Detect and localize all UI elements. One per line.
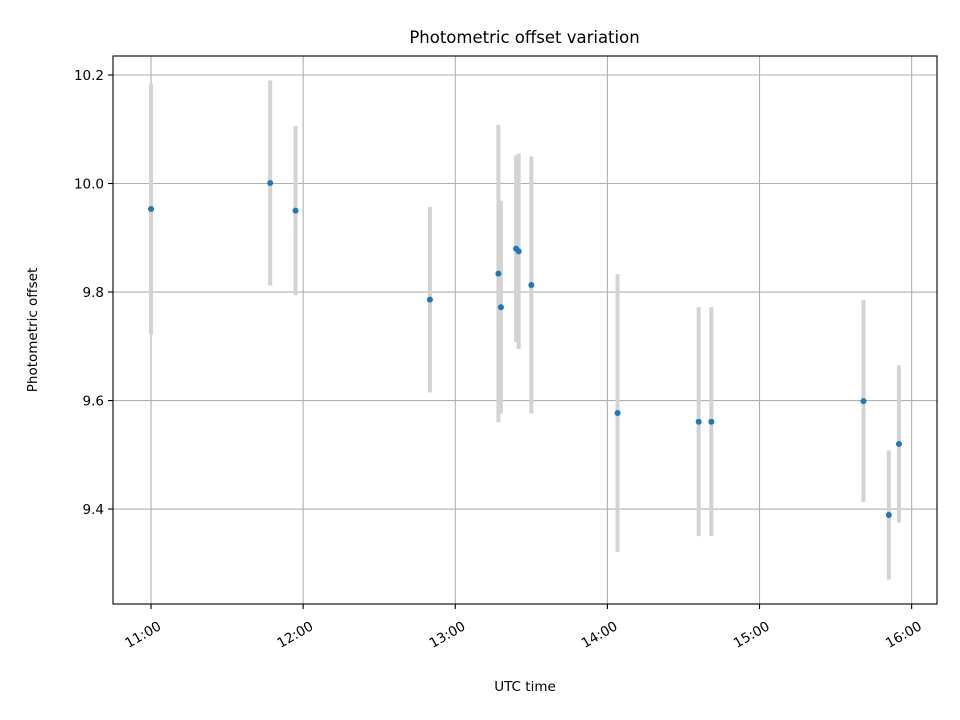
data-point bbox=[708, 418, 715, 425]
data-point bbox=[495, 270, 502, 277]
data-point bbox=[695, 418, 702, 425]
x-axis-label: UTC time bbox=[494, 679, 556, 695]
data-point bbox=[497, 304, 504, 311]
data-point bbox=[860, 398, 867, 405]
y-tick-label: 9.4 bbox=[83, 502, 104, 518]
data-point bbox=[895, 440, 902, 447]
y-tick-label: 10.0 bbox=[74, 177, 104, 193]
data-point bbox=[885, 512, 892, 519]
y-axis-label: Photometric offset bbox=[25, 268, 41, 392]
y-axis: 9.4 9.6 9.8 10.0 10.2 bbox=[74, 68, 113, 518]
data-point bbox=[148, 206, 155, 213]
grid bbox=[113, 56, 937, 604]
data-point bbox=[614, 410, 621, 417]
y-tick-label: 9.8 bbox=[83, 285, 104, 301]
data-point bbox=[515, 248, 522, 255]
chart-title: Photometric offset variation bbox=[409, 28, 639, 47]
data-points bbox=[148, 179, 902, 519]
data-point bbox=[528, 281, 535, 288]
y-tick-label: 10.2 bbox=[74, 68, 104, 84]
y-tick-label: 9.6 bbox=[83, 394, 104, 410]
data-point bbox=[267, 179, 274, 186]
data-point bbox=[426, 296, 433, 303]
plot-frame bbox=[112, 55, 938, 605]
data-point bbox=[292, 207, 299, 214]
